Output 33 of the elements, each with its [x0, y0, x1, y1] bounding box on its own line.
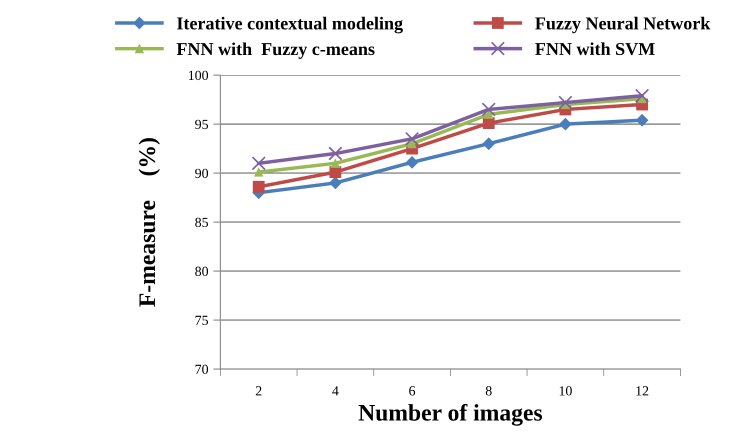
y-tick-label: 70 [196, 364, 208, 374]
y-tick-label: 100 [188, 70, 208, 80]
point [558, 95, 572, 110]
y-tick-label: 90 [195, 168, 208, 178]
x-tick-label: 2 [256, 386, 262, 396]
point [406, 156, 418, 169]
point [482, 137, 495, 150]
y-axis-title: F-measure (%) [138, 138, 160, 307]
x-axis-title: Number of images [358, 404, 542, 426]
point [636, 114, 648, 126]
y-tick-label: 85 [195, 218, 208, 228]
point [252, 156, 266, 170]
legend-label: FNN with Fuzzy c-means [176, 42, 375, 59]
point [329, 176, 342, 190]
point [254, 168, 264, 177]
point [634, 88, 650, 103]
point [328, 146, 342, 161]
x-tick-label: 12 [636, 386, 648, 396]
legend-label: Iterative contextual modeling [177, 16, 403, 34]
point [252, 180, 265, 193]
point [330, 158, 340, 168]
legend-label: FNN with SVM [535, 42, 655, 56]
x-tick-label: 8 [486, 386, 492, 396]
x-tick-label: 10 [560, 386, 572, 396]
legend-label: Fuzzy Neural Network [535, 16, 710, 34]
x-tick-label: 6 [409, 386, 416, 396]
point [404, 132, 420, 146]
x-tick-label: 4 [332, 386, 339, 396]
y-tick-label: 75 [196, 316, 208, 326]
y-tick-label: 80 [195, 266, 208, 276]
y-tick-label: 95 [195, 120, 208, 130]
point [482, 102, 496, 117]
point [559, 118, 572, 130]
